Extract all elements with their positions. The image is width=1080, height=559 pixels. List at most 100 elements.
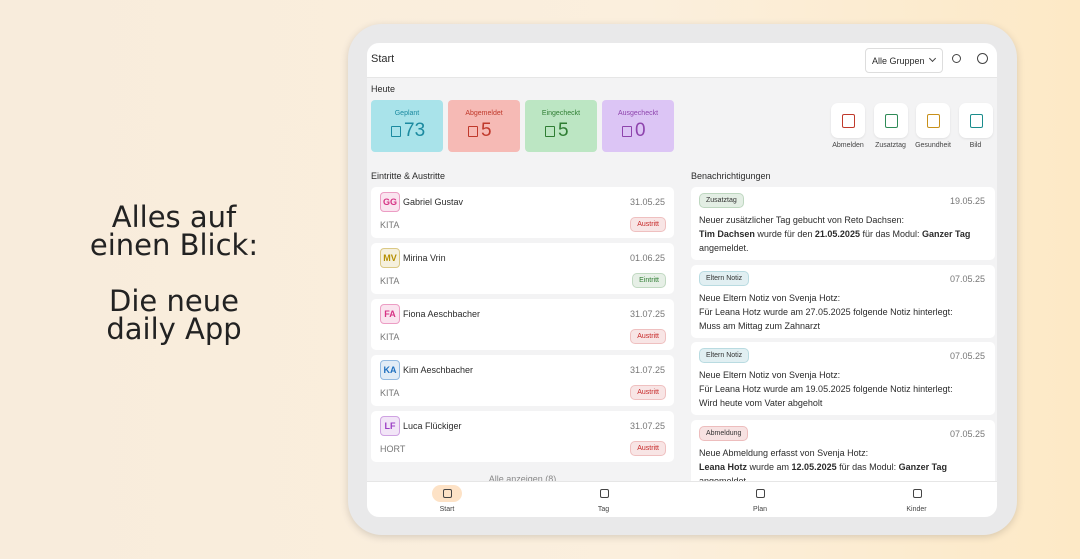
- entry-tag: Austritt: [630, 217, 666, 232]
- notification-line: Neue Abmeldung erfasst von Svenja Hotz:: [699, 448, 868, 458]
- show-all-link[interactable]: Alle anzeigen (8): [488, 474, 557, 481]
- text-segment: Für Leana Hotz wurde am 19.05.2025 folge…: [699, 384, 953, 394]
- notification-line: Tim Dachsen wurde für den 21.05.2025 für…: [699, 229, 970, 239]
- nav-label: Start: [439, 506, 455, 513]
- text-segment: angemeldet.: [699, 243, 749, 253]
- notification-line: Neue Eltern Notiz von Svenja Hotz:: [699, 293, 840, 303]
- entry-date: 31.07.25: [629, 365, 665, 375]
- notification-card[interactable]: Eltern Notiz 07.05.25 Neue Eltern Notiz vo…: [691, 342, 995, 415]
- notification-card[interactable]: Eltern Notiz 07.05.25 Neue Eltern Notiz vo…: [691, 264, 995, 338]
- action-icon: [884, 114, 898, 128]
- entry-card[interactable]: LF Luca Flückiger 31.07.25 HORT Austritt: [371, 411, 674, 462]
- notification-line: Leana Hotz wurde am 12.05.2025 für das M…: [699, 462, 947, 472]
- stat-label: Abgemeldet: [465, 110, 503, 117]
- entry-group: KITA: [380, 276, 400, 286]
- dropdown-label: Alle Gruppen: [872, 56, 925, 66]
- initials-badge: KA: [380, 360, 400, 380]
- entry-name: Fiona Aeschbacher: [403, 309, 481, 319]
- entry-card[interactable]: KA Kim Aeschbacher 31.07.25 KITA Austritt: [371, 355, 674, 406]
- action-icon: [842, 114, 855, 128]
- stat-icon: [545, 126, 555, 137]
- nav-item[interactable]: Plan: [730, 482, 790, 517]
- notification-line: Muss am Mittag zum Zahnarzt: [699, 321, 820, 331]
- headline-line: einen Blick:: [89, 228, 259, 262]
- text-segment: Neuer zusätzlicher Tag gebucht von Reto …: [699, 215, 904, 225]
- profile-button[interactable]: [977, 53, 988, 64]
- action-label: Zusatztag: [875, 142, 906, 149]
- notification-line: Für Leana Hotz wurde am 19.05.2025 folge…: [699, 384, 953, 394]
- action-label: Gesundheit: [915, 142, 951, 149]
- stat-value: 5: [481, 120, 492, 141]
- stat-card[interactable]: Abgemeldet 5: [448, 100, 520, 152]
- notification-tag: Abmeldung: [699, 425, 749, 441]
- entry-tag: Austritt: [630, 441, 666, 456]
- nav-icon: [599, 489, 609, 498]
- text-segment: Ganzer Tag: [898, 461, 947, 472]
- entry-card[interactable]: GG Gabriel Gustav 31.05.25 KITA Austritt: [371, 187, 674, 238]
- action-button[interactable]: [916, 103, 950, 138]
- stat-value: 0: [635, 120, 646, 141]
- notification-line: Wird heute vom Vater abgeholt: [699, 398, 822, 408]
- nav-item[interactable]: Tag: [574, 482, 634, 517]
- stat-card[interactable]: Eingecheckt 5: [525, 100, 597, 152]
- text-segment: Neue Eltern Notiz von Svenja Hotz:: [699, 370, 841, 380]
- page-title: Start: [371, 53, 395, 65]
- notification-card[interactable]: Zusatztag 19.05.25 Neuer zusätzlicher Tag …: [691, 187, 995, 260]
- text-segment: Neue Abmeldung erfasst von Svenja Hotz:: [699, 447, 869, 458]
- action-button[interactable]: [831, 103, 865, 138]
- action-button[interactable]: [958, 103, 993, 138]
- search-button[interactable]: [952, 54, 961, 63]
- stat-label: Geplant: [394, 110, 420, 117]
- text-segment: 21.05.2025: [814, 229, 860, 239]
- action-label: Abmelden: [832, 142, 864, 149]
- text-segment: für das Modul:: [859, 229, 922, 239]
- headline-line: Alles auf: [111, 200, 237, 234]
- text-segment: Muss am Mittag zum Zahnarzt: [699, 320, 821, 331]
- entry-group: KITA: [380, 388, 400, 398]
- headline-line: daily App: [106, 312, 242, 346]
- notification-tag: Eltern Notiz: [699, 348, 750, 363]
- notification-line: Für Leana Hotz wurde am 27.05.2025 folge…: [699, 307, 953, 317]
- nav-label: Plan: [752, 506, 767, 513]
- notification-card[interactable]: Abmeldung 07.05.25 Neue Abmeldung erfasst …: [691, 419, 995, 482]
- dropdown-chevron: [928, 54, 937, 63]
- text-segment: Wird heute vom Vater abgeholt: [699, 398, 823, 408]
- initials-badge: GG: [380, 192, 400, 212]
- entry-tag: Austritt: [630, 329, 666, 344]
- stat-card[interactable]: Ausgecheckt 0: [602, 100, 674, 152]
- stat-value: 5: [558, 120, 569, 141]
- stat-card[interactable]: Geplant 73: [371, 100, 443, 152]
- text-segment: wurde für den: [754, 229, 815, 239]
- group-dropdown[interactable]: Alle Gruppen: [865, 48, 943, 73]
- entry-date: 31.07.25: [629, 309, 665, 319]
- initials-badge: MV: [380, 248, 400, 268]
- initials-badge: FA: [380, 304, 400, 324]
- app-header: Start Alle Gruppen: [367, 43, 997, 78]
- entry-tag: Austritt: [630, 385, 666, 400]
- headline: Alles auf einen Blick: Die neue daily App: [40, 200, 308, 346]
- action-icon: [927, 114, 940, 128]
- entry-name: Mirina Vrin: [403, 253, 446, 263]
- text-segment: Ganzer Tag: [921, 229, 971, 239]
- text-segment: Tim Dachsen: [699, 229, 755, 239]
- entry-card[interactable]: FA Fiona Aeschbacher 31.07.25 KITA Austritt: [371, 299, 674, 350]
- notification-date: 07.05.25: [949, 428, 985, 439]
- stat-icon: [468, 126, 478, 137]
- stat-label: Ausgecheckt: [617, 110, 659, 117]
- notification-date: 07.05.25: [949, 273, 985, 284]
- text-segment: angemeldet: [699, 475, 747, 482]
- nav-item[interactable]: Kinder: [887, 482, 947, 517]
- text-segment: Für Leana Hotz wurde am 27.05.2025 folge…: [699, 306, 953, 317]
- action-button[interactable]: [873, 103, 908, 138]
- entry-group: KITA: [380, 332, 400, 342]
- notification-line: Neuer zusätzlicher Tag gebucht von Reto …: [699, 215, 904, 225]
- notification-tag: Zusatztag: [699, 193, 744, 208]
- nav-item[interactable]: Start: [417, 482, 477, 517]
- entry-name: Kim Aeschbacher: [403, 365, 474, 375]
- entry-card[interactable]: MV Mirina Vrin 01.06.25 KITA Eintritt: [371, 243, 674, 294]
- notification-date: 07.05.25: [949, 351, 985, 361]
- action-label: Bild: [969, 142, 982, 149]
- notification-line: angemeldet.: [699, 243, 749, 253]
- nav-icon: [756, 489, 765, 498]
- main-area: Heute Geplant 73 Abgemeldet 5 Eingecheckt 5 Aus…: [367, 43, 997, 481]
